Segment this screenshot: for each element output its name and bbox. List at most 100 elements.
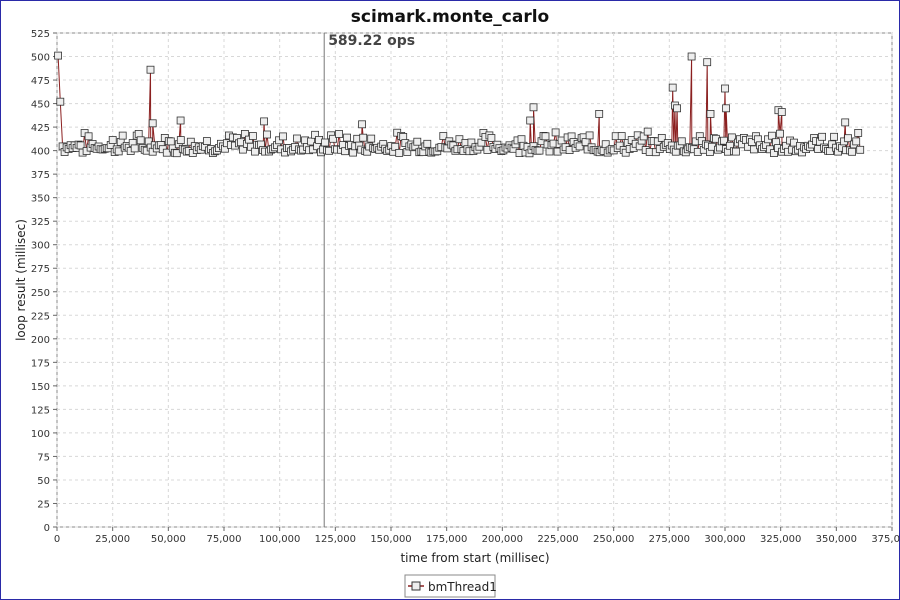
data-point [56, 97, 65, 106]
x-tick-label: 300,000 [704, 534, 745, 545]
data-point [830, 132, 838, 141]
data-point [535, 146, 544, 155]
data-point [439, 132, 448, 140]
data-point [341, 147, 350, 156]
data-point [279, 132, 287, 141]
data-point [202, 137, 211, 146]
data-point [118, 131, 127, 140]
data-point [307, 137, 316, 146]
data-point [517, 135, 526, 144]
data-point [541, 132, 550, 141]
data-point [750, 145, 758, 154]
legend: bmThread1 [404, 574, 497, 598]
x-tick-label: 250,000 [593, 534, 634, 545]
data-point [551, 128, 560, 137]
data-point [856, 145, 865, 154]
y-tick-label: 175 [31, 358, 50, 369]
data-point [240, 129, 249, 138]
y-tick-label: 375 [31, 170, 50, 181]
data-point [487, 134, 496, 142]
data-point [54, 51, 62, 60]
data-point [722, 104, 730, 113]
data-point [186, 137, 195, 146]
y-tick-label: 150 [31, 382, 50, 393]
data-point [768, 131, 776, 140]
x-tick-label: 350,000 [816, 534, 857, 545]
y-tick-label: 275 [31, 264, 50, 275]
data-point [423, 139, 432, 148]
data-point [687, 52, 696, 61]
data-point [134, 129, 143, 138]
data-point [166, 137, 175, 146]
y-tick-label: 525 [31, 29, 50, 40]
data-point [673, 104, 681, 113]
data-point [238, 145, 247, 154]
data-point [395, 148, 404, 157]
data-point [728, 133, 736, 142]
data-point [311, 130, 320, 139]
data-point [526, 116, 535, 125]
data-point [148, 119, 157, 128]
marker-label: 589.22 ops [328, 33, 415, 49]
x-axis-label: time from start (millisec) [400, 551, 549, 565]
data-point [617, 132, 626, 141]
y-axis-label: loop result (millisec) [14, 219, 28, 341]
data-point [721, 84, 729, 93]
x-tick-label: 225,000 [537, 534, 578, 545]
chart-title: scimark.monte_carlo [351, 7, 549, 27]
data-point [643, 127, 652, 136]
data-point [260, 117, 269, 126]
x-tick-label: 25,000 [95, 534, 130, 545]
data-point [585, 131, 594, 140]
data-point [844, 134, 852, 143]
y-tick-label: 500 [31, 53, 50, 64]
data-point [359, 133, 368, 142]
series-bmThread1 [54, 51, 865, 158]
y-tick-label: 475 [31, 76, 50, 87]
data-point [391, 142, 400, 151]
data-point [136, 136, 145, 145]
data-point [248, 132, 257, 140]
y-tick-label: 0 [44, 523, 50, 534]
y-tick-label: 200 [31, 335, 50, 346]
y-axis-ticks: 0 25 50 75 100 125 150 175 200 225 250 275 300 325 350… [31, 29, 57, 534]
data-point [615, 141, 624, 150]
y-tick-label: 225 [31, 311, 50, 322]
data-point [176, 116, 185, 125]
data-point [732, 147, 740, 156]
data-point [130, 144, 139, 153]
data-point [639, 132, 648, 141]
x-tick-label: 50,000 [151, 534, 186, 545]
y-tick-label: 425 [31, 123, 50, 134]
data-point [162, 148, 171, 157]
data-point [575, 142, 584, 151]
y-tick-label: 350 [31, 194, 50, 205]
y-tick-label: 100 [31, 429, 50, 440]
data-point [677, 137, 686, 146]
data-point [477, 138, 486, 147]
data-point [818, 132, 826, 141]
data-point [595, 110, 604, 118]
y-tick-label: 250 [31, 288, 50, 299]
data-point [668, 83, 677, 92]
data-point [84, 132, 93, 141]
data-point [358, 120, 367, 129]
y-tick-label: 450 [31, 100, 50, 111]
x-tick-label: 275,000 [649, 534, 690, 545]
data-point [263, 130, 271, 139]
y-tick-label: 400 [31, 147, 50, 158]
data-point [172, 149, 181, 158]
data-point [293, 134, 301, 143]
x-tick-label: 175,000 [426, 534, 467, 545]
legend-marker-swatch [411, 581, 421, 591]
data-point [601, 140, 610, 149]
y-tick-label: 25 [37, 499, 50, 510]
data-point [176, 136, 185, 145]
x-tick-label: 100,000 [259, 534, 300, 545]
data-point [329, 134, 338, 143]
data-point [703, 58, 712, 67]
y-tick-label: 50 [37, 476, 50, 487]
data-point [275, 136, 283, 145]
data-point [726, 141, 734, 150]
